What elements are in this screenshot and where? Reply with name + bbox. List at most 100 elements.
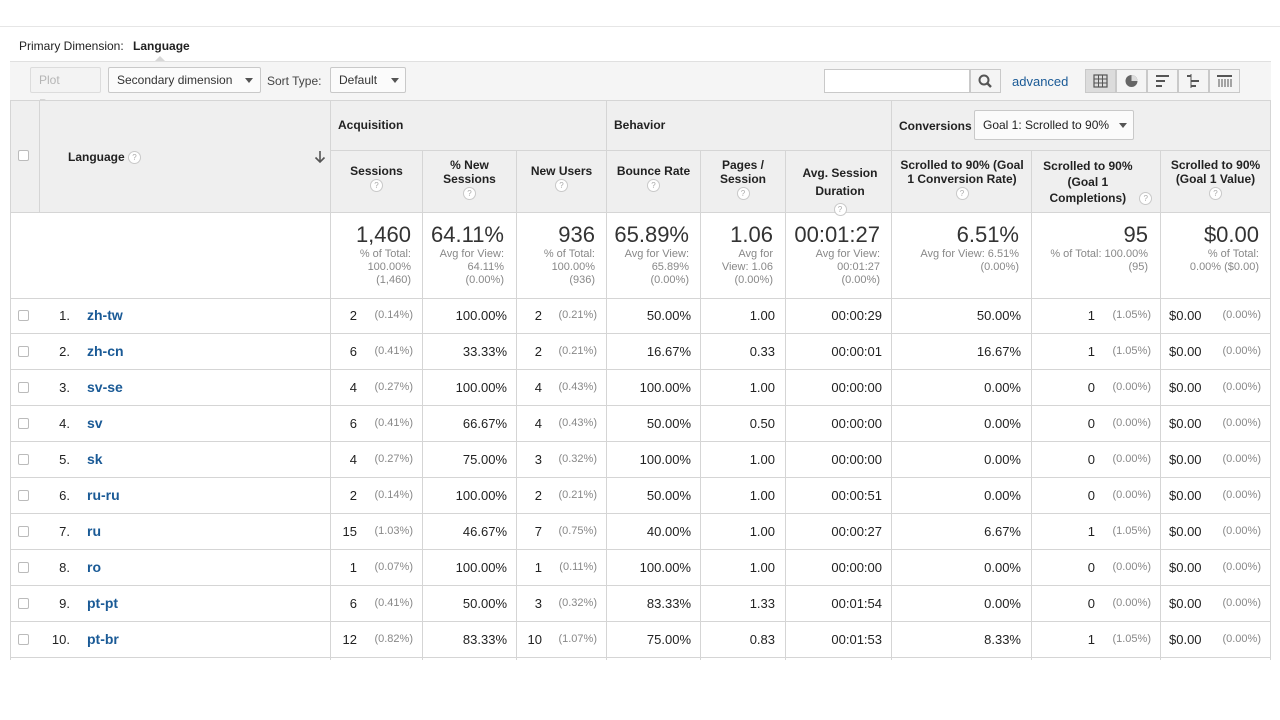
col-avg-session-duration[interactable]: Avg. Session Duration ?: [790, 164, 890, 218]
completions-value: 0: [1087, 380, 1095, 395]
col-goal-value[interactable]: Scrolled to 90% (Goal 1 Value)?: [1161, 158, 1270, 201]
select-all-checkbox[interactable]: [18, 150, 29, 161]
help-icon[interactable]: ?: [647, 179, 660, 193]
cell-avg-duration: 00:00:00: [831, 452, 882, 467]
total-goal-value-sub: % of Total: 0.00% ($0.00): [1189, 248, 1259, 273]
completions-percent: (0.00%): [1112, 453, 1151, 465]
help-icon[interactable]: ?: [128, 151, 142, 165]
cell-bounce-rate: 40.00%: [646, 524, 691, 539]
cell-conv-rate: 0.00%: [984, 416, 1021, 431]
col-bounce-rate[interactable]: Bounce Rate?: [607, 164, 700, 193]
row-checkbox[interactable]: [18, 490, 29, 501]
help-icon[interactable]: ?: [1209, 187, 1222, 201]
row-checkbox[interactable]: [18, 454, 29, 465]
cell-new-sessions: 66.67%: [462, 416, 507, 431]
help-icon[interactable]: ?: [555, 179, 568, 193]
sort-type-dropdown[interactable]: Default: [330, 67, 406, 93]
language-link[interactable]: ru-ru: [87, 487, 120, 503]
cell-conv-rate: 16.67%: [976, 344, 1021, 359]
row-checkbox[interactable]: [18, 346, 29, 357]
row-checkbox[interactable]: [18, 418, 29, 429]
total-avg-duration-sub: Avg for View: 00:01:27 (0.00%): [815, 248, 880, 286]
row-divider: [10, 621, 1271, 622]
language-link[interactable]: zh-tw: [87, 307, 123, 323]
language-link[interactable]: ro: [87, 559, 101, 575]
table-row: 2. zh-cn 6 (0.41%) 33.33% 2 (0.21%) 16.67% 0.33 0…: [10, 334, 1271, 370]
col-completions-label: Scrolled to 90% (Goal 1 Completions): [1043, 159, 1133, 205]
cell-pages-session: 1.00: [749, 308, 775, 323]
total-avg-duration: 00:01:27: [794, 222, 880, 247]
col-goal-value-label: Scrolled to 90% (Goal 1 Value): [1170, 158, 1261, 186]
language-link[interactable]: pt-br: [87, 631, 119, 647]
row-checkbox[interactable]: [18, 382, 29, 393]
row-divider: [10, 657, 1271, 658]
sessions-percent: (0.14%): [374, 309, 413, 321]
new-users-percent: (0.43%): [558, 381, 597, 393]
language-link[interactable]: pt-pt: [87, 595, 119, 611]
sort-arrow-down-icon[interactable]: [314, 150, 326, 164]
row-checkbox[interactable]: [18, 562, 29, 573]
sessions-percent: (0.14%): [374, 489, 413, 501]
top-divider: [0, 26, 1280, 27]
col-sessions[interactable]: Sessions?: [331, 164, 422, 193]
table-view-button[interactable]: [1085, 69, 1116, 93]
row-divider: [10, 441, 1271, 442]
cell-bounce-rate: 50.00%: [646, 308, 691, 323]
completions-percent: (0.00%): [1112, 417, 1151, 429]
group-behavior: Behavior: [614, 118, 666, 132]
help-icon[interactable]: ?: [833, 203, 847, 217]
secondary-dimension-dropdown[interactable]: Secondary dimension: [108, 67, 261, 93]
total-completions-sub: % of Total: 100.00% (95): [1050, 248, 1148, 273]
goal-selector-dropdown[interactable]: Goal 1: Scrolled to 90%: [974, 110, 1134, 140]
cell-avg-duration: 00:00:01: [831, 344, 882, 359]
new-users-percent: (0.11%): [559, 561, 597, 573]
language-link[interactable]: zh-cn: [87, 343, 124, 359]
col-pages-session[interactable]: Pages / Session?: [701, 158, 785, 201]
goal-value: $0.00: [1169, 560, 1202, 575]
col-new-users[interactable]: New Users?: [517, 164, 606, 193]
goal-value-percent: (0.00%): [1222, 453, 1261, 465]
table-row: 6. ru-ru 2 (0.14%) 100.00% 2 (0.21%) 50.00% 1.00…: [10, 478, 1271, 514]
row-rank: 3.: [59, 380, 70, 395]
row-checkbox[interactable]: [18, 598, 29, 609]
language-link[interactable]: sv-se: [87, 379, 123, 395]
search-button[interactable]: [970, 69, 1001, 93]
pivot-view-button[interactable]: [1209, 69, 1240, 93]
completions-percent: (0.00%): [1112, 489, 1151, 501]
help-icon[interactable]: ?: [736, 187, 750, 201]
col-new-sessions[interactable]: % New Sessions?: [423, 158, 516, 201]
row-checkbox[interactable]: [18, 310, 29, 321]
completions-percent: (0.00%): [1112, 561, 1151, 573]
language-link[interactable]: ru: [87, 523, 101, 539]
secondary-dimension-label: Secondary dimension: [117, 73, 233, 87]
plot-rows-button[interactable]: Plot Rows: [30, 67, 101, 111]
row-checkbox[interactable]: [18, 634, 29, 645]
row-divider: [10, 513, 1271, 514]
col-goal-conversion-rate[interactable]: Scrolled to 90% (Goal 1 Conversion Rate)…: [894, 158, 1030, 201]
new-users-value: 3: [534, 452, 542, 467]
performance-view-button[interactable]: [1147, 69, 1178, 93]
col-new-sessions-label: % New Sessions: [443, 158, 496, 186]
sessions-percent: (0.41%): [374, 597, 413, 609]
help-icon[interactable]: ?: [955, 187, 969, 201]
language-link[interactable]: sv: [87, 415, 103, 431]
help-icon[interactable]: ?: [463, 187, 476, 201]
primary-dimension-value[interactable]: Language: [133, 39, 190, 53]
cell-pages-session: 0.50: [749, 416, 775, 431]
language-link[interactable]: sk: [87, 451, 103, 467]
new-users-value: 2: [534, 488, 542, 503]
pie-view-button[interactable]: [1116, 69, 1147, 93]
col-goal-completions[interactable]: Scrolled to 90% (Goal 1 Completions) ?: [1032, 158, 1160, 206]
row-rank: 6.: [59, 488, 70, 503]
sessions-value: 6: [349, 344, 357, 359]
total-new-users-sub: % of Total: 100.00% (936): [543, 248, 595, 286]
row-rank: 2.: [59, 344, 70, 359]
dimension-header[interactable]: Language ?: [68, 150, 142, 165]
comparison-view-button[interactable]: [1178, 69, 1209, 93]
table-row: 9. pt-pt 6 (0.41%) 50.00% 3 (0.32%) 83.33% 1.33 0…: [10, 586, 1271, 622]
advanced-filter-link[interactable]: advanced: [1012, 74, 1069, 89]
help-icon[interactable]: ?: [370, 179, 383, 193]
row-checkbox[interactable]: [18, 526, 29, 537]
search-input[interactable]: [824, 69, 970, 93]
help-icon[interactable]: ?: [1139, 192, 1153, 206]
